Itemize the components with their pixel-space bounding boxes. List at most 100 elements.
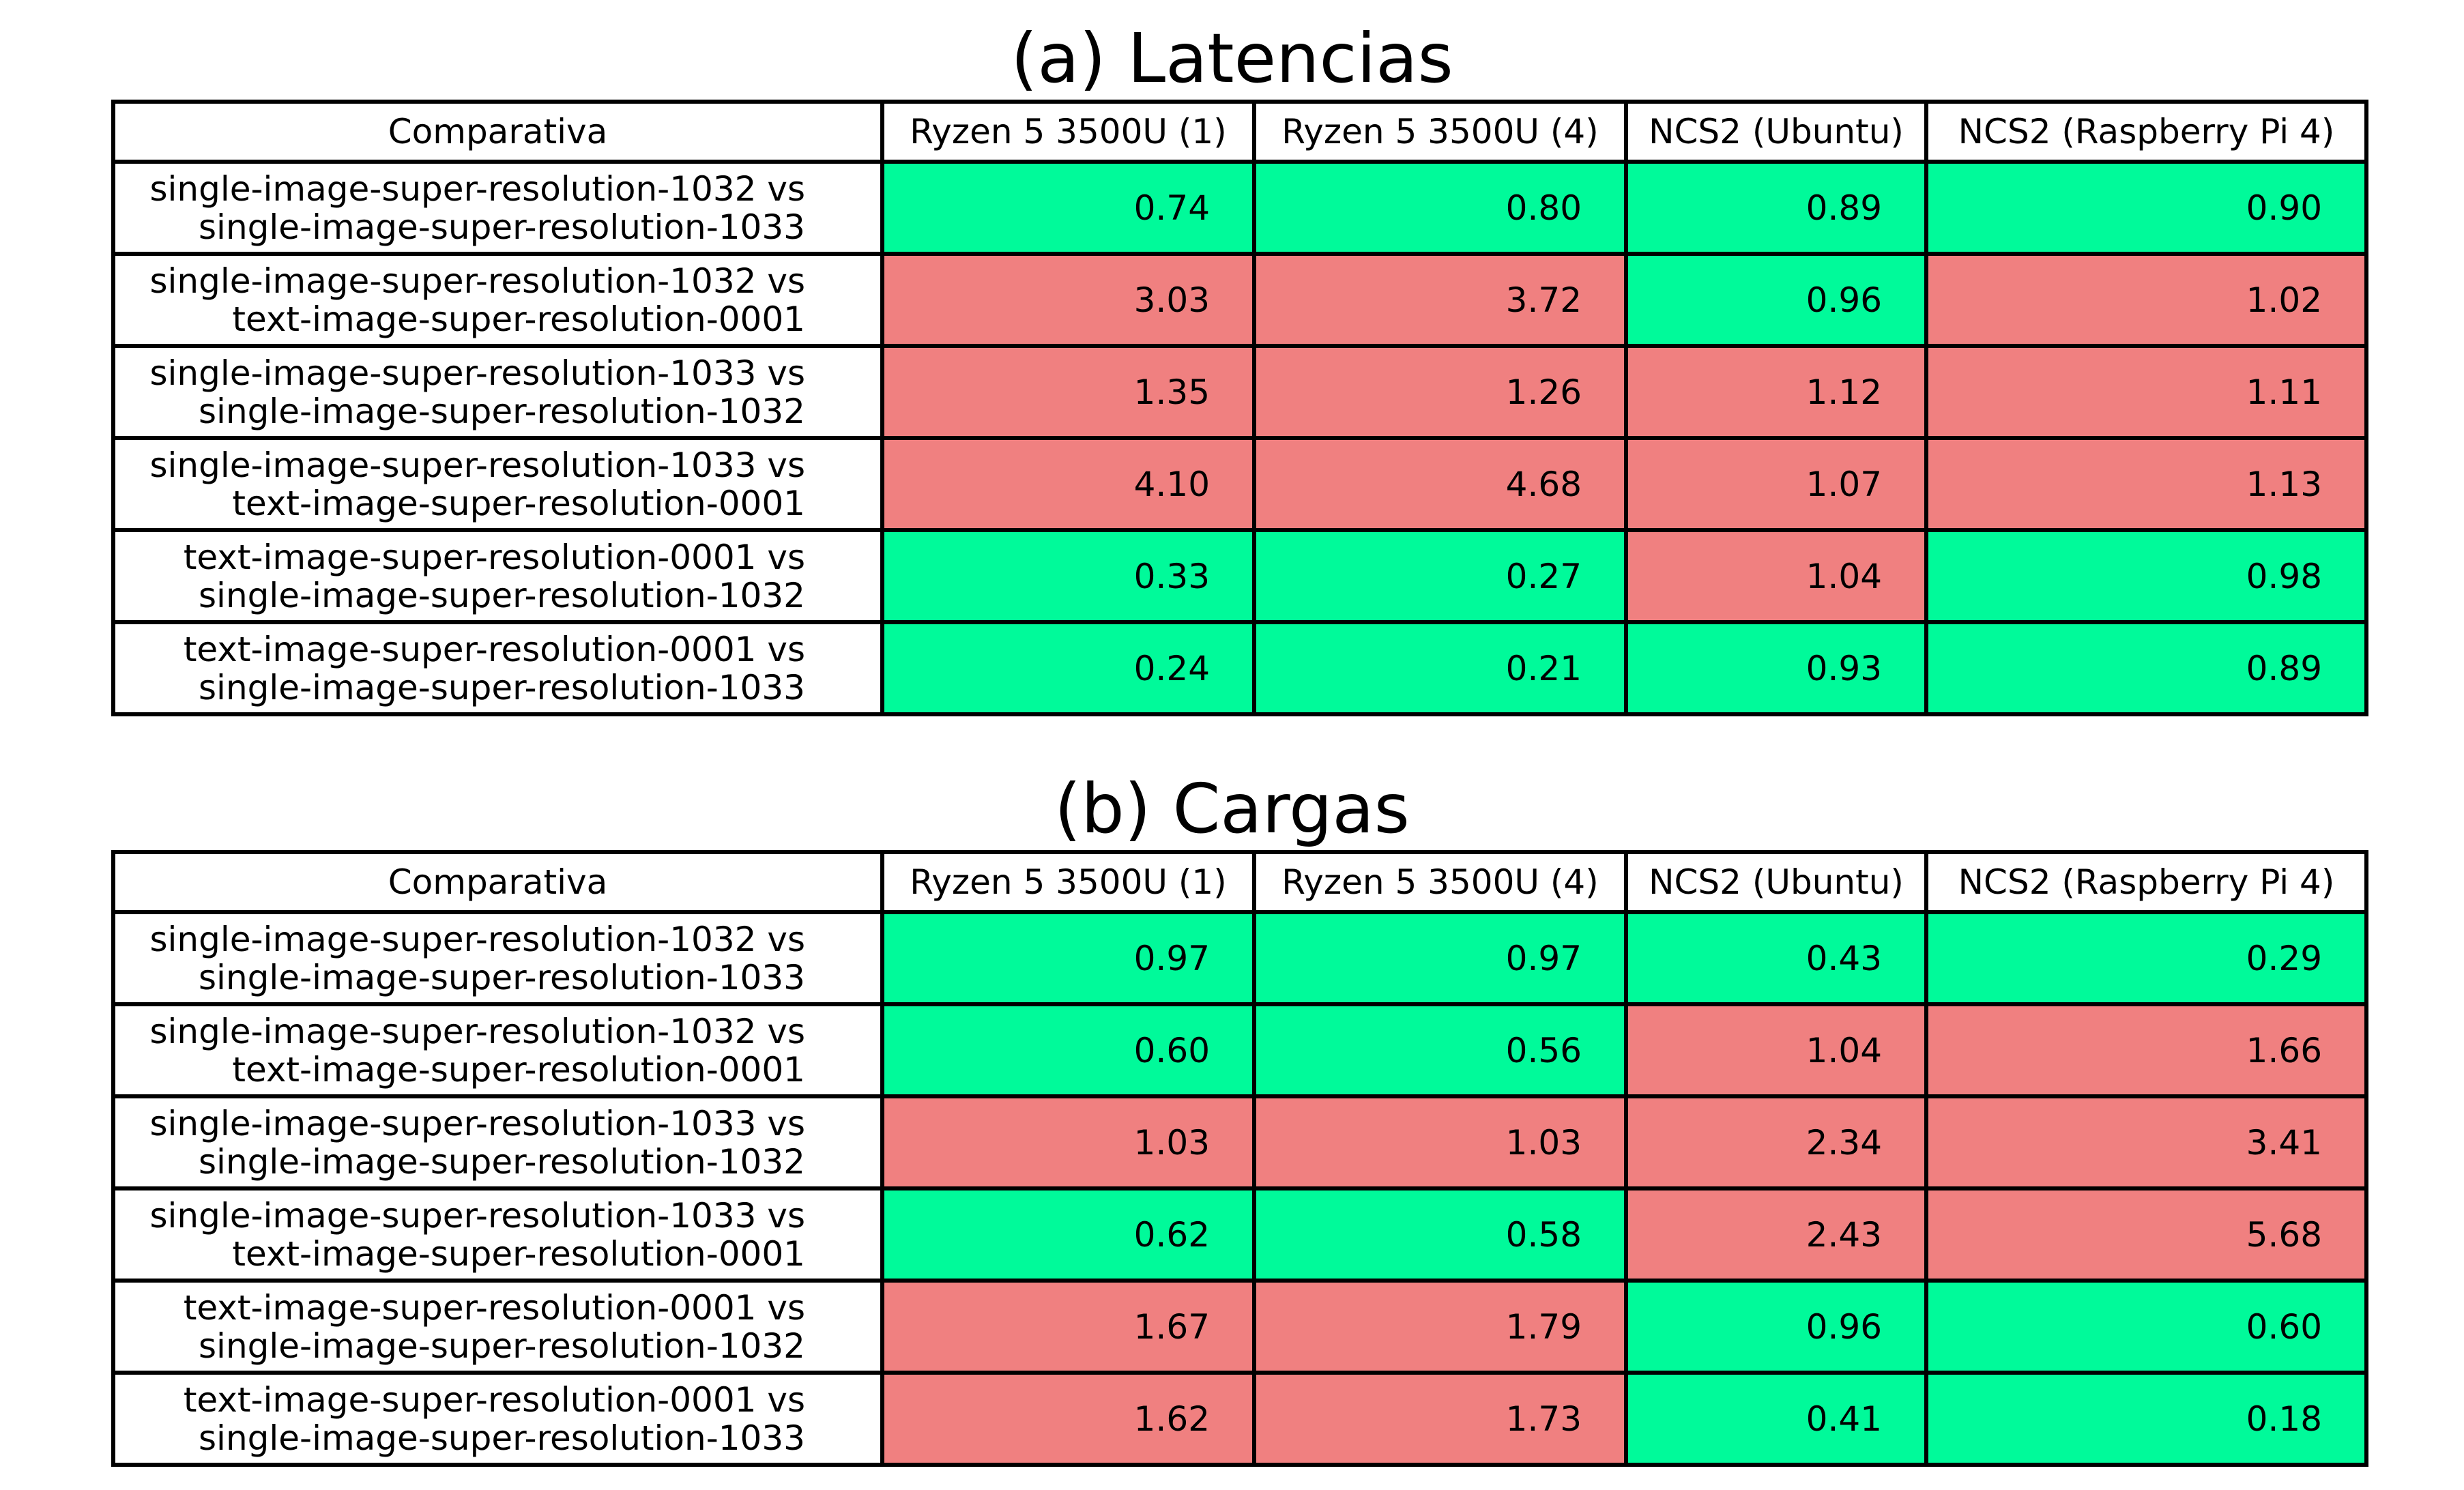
value-cell: 1.62	[880, 1371, 1256, 1467]
row-label-line: single-image-super-resolution-1033	[199, 667, 805, 707]
value-cell: 5.68	[1924, 1186, 2368, 1283]
row-label-line: single-image-super-resolution-1033 vs	[149, 1195, 805, 1236]
row-label: single-image-super-resolution-1033 vs sin…	[111, 1094, 884, 1190]
value-cell: 0.43	[1624, 910, 1928, 1006]
table-row: single-image-super-resolution-1032 vs tex…	[111, 1002, 2368, 1098]
table-row: single-image-super-resolution-1032 vs sin…	[111, 910, 2368, 1006]
table-header-row: Comparativa Ryzen 5 3500U (1) Ryzen 5 3500…	[111, 850, 2368, 914]
table-header-row: Comparativa Ryzen 5 3500U (1) Ryzen 5 3500…	[111, 100, 2368, 164]
latencias-table: Comparativa Ryzen 5 3500U (1) Ryzen 5 3500…	[111, 100, 2368, 716]
value-cell: 0.24	[880, 620, 1256, 716]
row-label-line: single-image-super-resolution-1032	[199, 575, 805, 615]
column-header: Ryzen 5 3500U (1)	[880, 850, 1256, 914]
row-label: single-image-super-resolution-1033 vs tex…	[111, 1186, 884, 1283]
row-label-line: single-image-super-resolution-1032	[199, 1326, 805, 1366]
row-label-line: single-image-super-resolution-1032	[199, 1141, 805, 1182]
row-label-line: text-image-super-resolution-0001	[232, 483, 805, 523]
column-header: Ryzen 5 3500U (4)	[1252, 850, 1628, 914]
value-cell: 0.60	[880, 1002, 1256, 1098]
table-row: single-image-super-resolution-1033 vs tex…	[111, 1186, 2368, 1283]
value-cell: 4.10	[880, 436, 1256, 532]
value-cell: 0.97	[1252, 910, 1628, 1006]
value-cell: 1.12	[1624, 344, 1928, 440]
row-label-line: single-image-super-resolution-1033 vs	[149, 1103, 805, 1143]
value-cell: 1.26	[1252, 344, 1628, 440]
value-cell: 1.66	[1924, 1002, 2368, 1098]
column-header: NCS2 (Raspberry Pi 4)	[1924, 100, 2368, 164]
panel-title-latencias: (a) Latencias	[1011, 18, 1453, 98]
row-label-line: single-image-super-resolution-1033	[199, 957, 805, 997]
row-label-line: text-image-super-resolution-0001 vs	[183, 629, 805, 669]
row-label: single-image-super-resolution-1032 vs sin…	[111, 160, 884, 256]
value-cell: 1.03	[880, 1094, 1256, 1190]
column-header: Ryzen 5 3500U (4)	[1252, 100, 1628, 164]
row-label-line: single-image-super-resolution-1033 vs	[149, 353, 805, 393]
row-label-line: text-image-super-resolution-0001	[232, 1233, 805, 1274]
table-row: text-image-super-resolution-0001 vs singl…	[111, 1371, 2368, 1467]
value-cell: 0.41	[1624, 1371, 1928, 1467]
table-row: single-image-super-resolution-1033 vs sin…	[111, 1094, 2368, 1190]
value-cell: 0.58	[1252, 1186, 1628, 1283]
value-cell: 1.04	[1624, 1002, 1928, 1098]
value-cell: 0.97	[880, 910, 1256, 1006]
value-cell: 1.02	[1924, 252, 2368, 348]
value-cell: 0.80	[1252, 160, 1628, 256]
value-cell: 0.27	[1252, 528, 1628, 624]
row-label-line: single-image-super-resolution-1032 vs	[149, 169, 805, 209]
row-label-line: single-image-super-resolution-1033	[199, 207, 805, 247]
value-cell: 0.56	[1252, 1002, 1628, 1098]
row-label: text-image-super-resolution-0001 vs singl…	[111, 1279, 884, 1375]
row-label-line: single-image-super-resolution-1032 vs	[149, 1011, 805, 1051]
row-label-line: text-image-super-resolution-0001 vs	[183, 1379, 805, 1420]
value-cell: 0.29	[1924, 910, 2368, 1006]
row-label: text-image-super-resolution-0001 vs singl…	[111, 528, 884, 624]
value-cell: 0.33	[880, 528, 1256, 624]
column-header: NCS2 (Ubuntu)	[1624, 850, 1928, 914]
value-cell: 0.90	[1924, 160, 2368, 256]
column-header: Comparativa	[111, 100, 884, 164]
value-cell: 2.34	[1624, 1094, 1928, 1190]
value-cell: 1.13	[1924, 436, 2368, 532]
row-label: text-image-super-resolution-0001 vs singl…	[111, 1371, 884, 1467]
value-cell: 2.43	[1624, 1186, 1928, 1283]
panel-title-cargas: (b) Cargas	[1054, 769, 1410, 849]
value-cell: 3.72	[1252, 252, 1628, 348]
column-header: NCS2 (Raspberry Pi 4)	[1924, 850, 2368, 914]
value-cell: 4.68	[1252, 436, 1628, 532]
value-cell: 0.21	[1252, 620, 1628, 716]
table-row: text-image-super-resolution-0001 vs singl…	[111, 1279, 2368, 1375]
value-cell: 0.89	[1624, 160, 1928, 256]
row-label-line: single-image-super-resolution-1032	[199, 391, 805, 431]
row-label-line: text-image-super-resolution-0001 vs	[183, 537, 805, 577]
column-header: Ryzen 5 3500U (1)	[880, 100, 1256, 164]
row-label: text-image-super-resolution-0001 vs singl…	[111, 620, 884, 716]
table-row: single-image-super-resolution-1033 vs sin…	[111, 344, 2368, 440]
value-cell: 1.67	[880, 1279, 1256, 1375]
value-cell: 1.79	[1252, 1279, 1628, 1375]
row-label: single-image-super-resolution-1032 vs tex…	[111, 252, 884, 348]
row-label: single-image-super-resolution-1033 vs sin…	[111, 344, 884, 440]
value-cell: 0.62	[880, 1186, 1256, 1283]
row-label-line: single-image-super-resolution-1032 vs	[149, 261, 805, 301]
table-row: text-image-super-resolution-0001 vs singl…	[111, 620, 2368, 716]
row-label: single-image-super-resolution-1033 vs tex…	[111, 436, 884, 532]
row-label: single-image-super-resolution-1032 vs sin…	[111, 910, 884, 1006]
row-label: single-image-super-resolution-1032 vs tex…	[111, 1002, 884, 1098]
row-label-line: single-image-super-resolution-1032 vs	[149, 919, 805, 959]
value-cell: 0.96	[1624, 252, 1928, 348]
value-cell: 1.03	[1252, 1094, 1628, 1190]
value-cell: 1.11	[1924, 344, 2368, 440]
row-label-line: text-image-super-resolution-0001 vs	[183, 1287, 805, 1328]
value-cell: 0.60	[1924, 1279, 2368, 1375]
value-cell: 1.07	[1624, 436, 1928, 532]
value-cell: 0.98	[1924, 528, 2368, 624]
value-cell: 0.93	[1624, 620, 1928, 716]
value-cell: 1.04	[1624, 528, 1928, 624]
value-cell: 3.41	[1924, 1094, 2368, 1190]
value-cell: 1.35	[880, 344, 1256, 440]
value-cell: 1.73	[1252, 1371, 1628, 1467]
table-row: single-image-super-resolution-1032 vs sin…	[111, 160, 2368, 256]
value-cell: 3.03	[880, 252, 1256, 348]
table-row: text-image-super-resolution-0001 vs singl…	[111, 528, 2368, 624]
table-row: single-image-super-resolution-1033 vs tex…	[111, 436, 2368, 532]
